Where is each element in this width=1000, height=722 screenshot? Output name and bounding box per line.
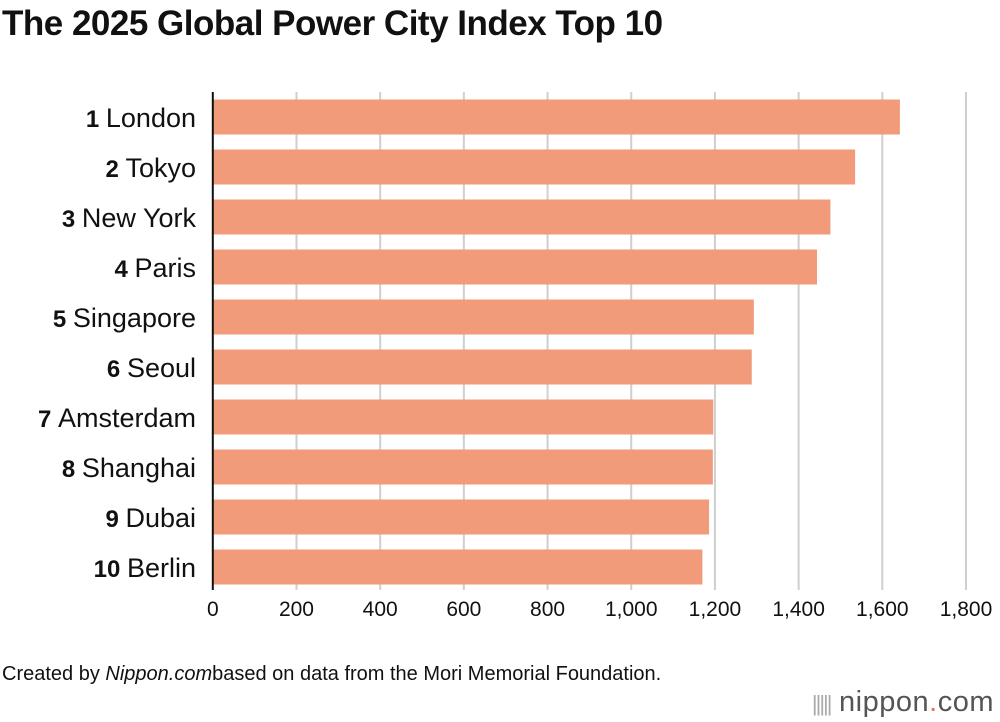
rank-label: 5 xyxy=(53,306,73,333)
rank-label: 1 xyxy=(86,106,106,133)
city-name: New York xyxy=(82,203,197,233)
bar-seoul xyxy=(212,349,752,385)
chart-title: The 2025 Global Power City Index Top 10 xyxy=(2,4,663,43)
city-name: London xyxy=(106,103,196,133)
category-label: 7 Amsterdam xyxy=(38,403,196,433)
category-label: 4 Paris xyxy=(114,253,196,283)
x-tick-label: 200 xyxy=(279,598,314,621)
bar-tokyo xyxy=(212,149,856,185)
x-tick-label: 1,200 xyxy=(689,598,742,621)
bar-dubai xyxy=(212,499,710,535)
category-label: 2 Tokyo xyxy=(105,153,196,183)
bar-berlin xyxy=(212,549,703,585)
rank-label: 3 xyxy=(62,206,82,233)
x-tick-label: 0 xyxy=(207,598,219,621)
x-tick-label: 400 xyxy=(363,598,398,621)
source-site: Nippon.com xyxy=(105,663,213,685)
nippon-logo: ||||| nippon.com xyxy=(811,686,994,718)
city-name: Dubai xyxy=(125,503,196,533)
category-label: 8 Shanghai xyxy=(62,453,196,483)
bar-shanghai xyxy=(212,449,713,485)
x-tick-label: 800 xyxy=(530,598,565,621)
rank-label: 2 xyxy=(105,156,125,183)
city-name: Seoul xyxy=(127,353,196,383)
x-tick-label: 1,000 xyxy=(605,598,658,621)
city-name: Shanghai xyxy=(82,453,196,483)
rank-label: 7 xyxy=(38,406,58,433)
x-tick-label: 1,600 xyxy=(856,598,909,621)
x-tick-label: 1,400 xyxy=(772,598,825,621)
city-name: Singapore xyxy=(73,303,196,333)
bar-amsterdam xyxy=(212,399,714,435)
rank-label: 8 xyxy=(62,456,82,483)
source-suffix: based on data from the Mori Memorial Fou… xyxy=(212,663,662,685)
rank-label: 10 xyxy=(94,556,127,583)
category-label: 5 Singapore xyxy=(53,303,196,333)
category-label: 10 Berlin xyxy=(94,553,196,583)
category-label: 6 Seoul xyxy=(107,353,196,383)
bar-singapore xyxy=(212,299,754,335)
x-tick-label: 1,800 xyxy=(940,598,993,621)
rank-label: 6 xyxy=(107,356,127,383)
source-prefix: Created by xyxy=(2,663,106,685)
bar-london xyxy=(212,99,900,135)
bar-new-york xyxy=(212,199,831,235)
rank-label: 4 xyxy=(114,256,134,283)
rank-label: 9 xyxy=(105,506,125,533)
category-label: 9 Dubai xyxy=(105,503,196,533)
city-name: Amsterdam xyxy=(58,403,196,433)
source-note: Created by Nippon.com based on data from… xyxy=(2,660,812,688)
bar-paris xyxy=(212,249,818,285)
x-tick-label: 600 xyxy=(446,598,481,621)
city-name: Paris xyxy=(134,253,196,283)
category-label: 1 London xyxy=(86,103,196,133)
city-name: Tokyo xyxy=(125,153,196,183)
city-name: Berlin xyxy=(127,553,196,583)
category-label: 3 New York xyxy=(62,203,197,233)
